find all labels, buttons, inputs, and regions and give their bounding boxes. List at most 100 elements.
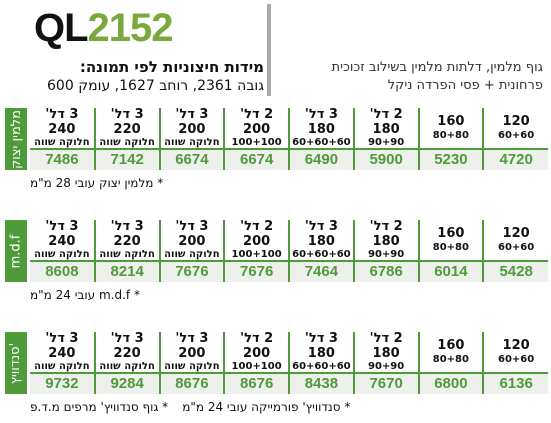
column-header: 120 60+60 <box>482 220 548 262</box>
note: * סנדוויץ' פורמייקה עובי 24 מ"מ <box>182 400 351 414</box>
model-name: QL2152 <box>34 6 174 51</box>
column-subtitle: 60+60+60 <box>292 136 351 148</box>
column-title: 2 דל' 180 <box>369 331 403 361</box>
column-subtitle: 60+60+60 <box>292 248 351 260</box>
separator <box>267 4 271 96</box>
price: 7676 <box>158 261 225 282</box>
column-title: 160 <box>437 114 465 130</box>
column-subtitle: 90+90 <box>368 360 405 372</box>
column-header: 120 60+60 <box>482 332 548 374</box>
note: * מלמין יצוק עובי 28 מ"מ <box>30 176 164 190</box>
price: 6786 <box>352 261 419 282</box>
price: 8438 <box>288 373 354 394</box>
column-title: 3 דל' 240 <box>45 219 79 249</box>
column-subtitle: חלוקה שווה <box>34 360 90 372</box>
price: 9284 <box>93 373 160 394</box>
column-subtitle: חלוקה שווה <box>164 136 220 148</box>
column-header: 2 דל' 180 90+90 <box>352 331 419 374</box>
price: 6674 <box>223 149 289 170</box>
price-row: 4720 5230 5900 6490 6674 6674 7142 7486 <box>30 149 548 170</box>
price-block: סנדוויץ' 120 60+60 160 80+80 2 דל' 180 90+90 3 … <box>5 331 548 394</box>
price: 7670 <box>352 373 419 394</box>
price: 7486 <box>30 149 95 170</box>
model-number: 2152 <box>87 6 174 50</box>
column-header: 3 דל' 200 חלוקה שווה <box>158 107 225 150</box>
column-subtitle: 80+80 <box>432 129 469 141</box>
column-header: 2 דל' 200 100+100 <box>223 219 289 262</box>
price: 5230 <box>417 149 484 170</box>
column-header: 3 דל' 180 60+60+60 <box>288 219 354 262</box>
price: 6014 <box>417 261 484 282</box>
price: 7142 <box>93 149 160 170</box>
price: 7676 <box>223 261 289 282</box>
column-title: 3 דל' 180 <box>304 107 338 137</box>
column-title: 3 דל' 240 <box>45 331 79 361</box>
price-row: 5428 6014 6786 7464 7676 7676 8214 8608 <box>30 261 548 282</box>
price: 5428 <box>482 261 548 282</box>
column-subtitle: 100+100 <box>231 248 282 260</box>
column-title: 3 דל' 220 <box>110 331 144 361</box>
column-header: 160 80+80 <box>417 108 484 150</box>
price: 8214 <box>93 261 160 282</box>
price: 4720 <box>482 149 548 170</box>
column-title: 3 דל' 200 <box>175 219 209 249</box>
column-title: 3 דל' 220 <box>110 107 144 137</box>
column-subtitle: חלוקה שווה <box>164 360 220 372</box>
column-subtitle: חלוקה שווה <box>34 136 90 148</box>
note: * גוף סנדוויץ' מרפים מ.ד.פ <box>30 400 169 414</box>
notes: * m.d.f עובי 24 מ"מ <box>16 288 140 302</box>
column-title: 3 דל' 180 <box>304 331 338 361</box>
price-table: 120 60+60 160 80+80 2 דל' 180 90+90 3 דל' 180 6… <box>30 107 548 170</box>
block-label-text: סנדוויץ' <box>8 342 24 384</box>
description: גוף מלמין, דלתות מלמין בשילוב זכוכית <box>331 60 543 75</box>
block-label: מלמין יצוק <box>5 108 27 170</box>
column-header: 3 דל' 240 חלוקה שווה <box>30 219 95 262</box>
price-table: 120 60+60 160 80+80 2 דל' 180 90+90 3 דל' 180 6… <box>30 219 548 282</box>
column-subtitle: 100+100 <box>231 360 282 372</box>
block-label-text: מלמין יצוק <box>8 109 24 169</box>
column-header: 120 60+60 <box>482 108 548 150</box>
price: 6490 <box>288 149 354 170</box>
note: * m.d.f עובי 24 מ"מ <box>30 288 140 302</box>
column-subtitle: חלוקה שווה <box>99 136 155 148</box>
column-subtitle: 60+60 <box>498 129 535 141</box>
column-header: 3 דל' 220 חלוקה שווה <box>93 219 160 262</box>
column-title: 3 דל' 200 <box>175 331 209 361</box>
column-header: 2 דל' 200 100+100 <box>223 331 289 374</box>
column-title: 160 <box>437 226 465 242</box>
price-block: מלמין יצוק 120 60+60 160 80+80 2 דל' 180 90+90… <box>5 107 548 170</box>
column-header: 3 דל' 200 חלוקה שווה <box>158 331 225 374</box>
price: 6136 <box>482 373 548 394</box>
column-subtitle: חלוקה שווה <box>164 248 220 260</box>
price-block: m.d.f 120 60+60 160 80+80 2 דל' 180 90+90 3 דל'… <box>5 219 548 282</box>
column-header: 2 דל' 180 90+90 <box>352 107 419 150</box>
notes: * מלמין יצוק עובי 28 מ"מ <box>16 176 163 190</box>
column-subtitle: 90+90 <box>368 248 405 260</box>
column-header: 160 80+80 <box>417 332 484 374</box>
column-subtitle: חלוקה שווה <box>99 248 155 260</box>
column-title: 2 דל' 180 <box>369 107 403 137</box>
column-title: 2 דל' 200 <box>240 331 274 361</box>
column-title: 2 דל' 200 <box>240 219 274 249</box>
column-header: 3 דל' 200 חלוקה שווה <box>158 219 225 262</box>
price: 5900 <box>352 149 419 170</box>
price-table: 120 60+60 160 80+80 2 דל' 180 90+90 3 דל' 180 6… <box>30 331 548 394</box>
column-subtitle: 80+80 <box>432 241 469 253</box>
column-title: 3 דל' 240 <box>45 107 79 137</box>
column-header: 2 דל' 180 90+90 <box>352 219 419 262</box>
price-row: 6136 6800 7670 8438 8676 8676 9284 9732 <box>30 373 548 394</box>
column-header: 3 דל' 180 60+60+60 <box>288 107 354 150</box>
column-title: 3 דל' 200 <box>175 107 209 137</box>
column-title: 120 <box>502 114 530 130</box>
block-label: m.d.f <box>5 220 27 282</box>
column-title: 120 <box>502 338 530 354</box>
dims: גובה 2361, רוחב 1627, עומק 600 <box>47 78 264 94</box>
column-header: 2 דל' 200 100+100 <box>223 107 289 150</box>
column-subtitle: 100+100 <box>231 136 282 148</box>
column-header: 3 דל' 180 60+60+60 <box>288 331 354 374</box>
dims-title: מידות חיצוניות לפי תמונה: <box>79 58 264 76</box>
column-title: 3 דל' 220 <box>110 219 144 249</box>
column-header: 160 80+80 <box>417 220 484 262</box>
price: 6800 <box>417 373 484 394</box>
